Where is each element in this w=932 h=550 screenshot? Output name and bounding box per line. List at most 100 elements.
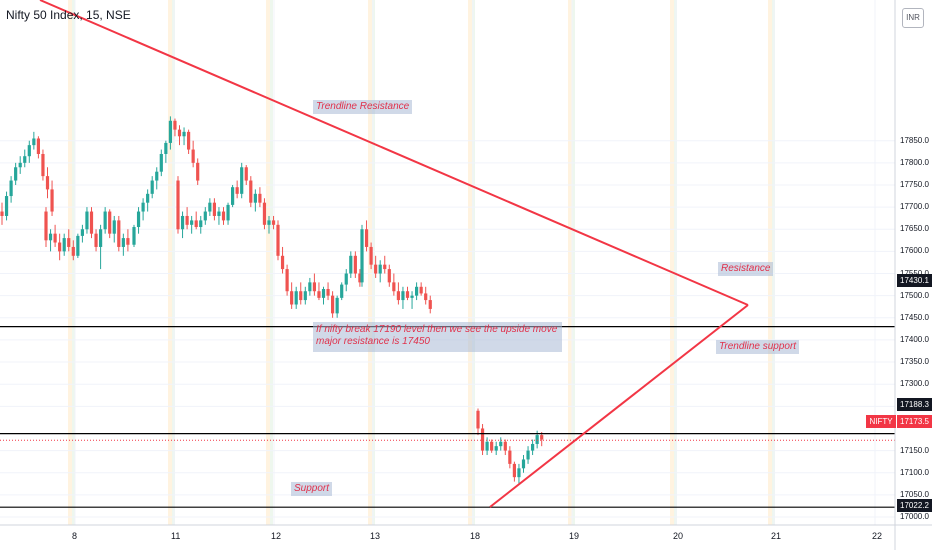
candle-body	[103, 211, 107, 230]
chart-title: Nifty 50 Index, 15, NSE	[6, 8, 131, 22]
candle-body	[531, 443, 535, 451]
candle-body	[9, 180, 13, 197]
candle-body	[4, 196, 9, 216]
candle-body	[503, 441, 507, 451]
candle-body	[177, 129, 182, 137]
candle-body	[41, 153, 45, 177]
candle-body	[508, 450, 512, 464]
candle-body	[271, 220, 276, 225]
candle-body	[89, 211, 94, 234]
candle-body	[58, 242, 62, 252]
candle-body	[476, 410, 480, 429]
session-band	[72, 0, 75, 525]
annotation-note-line-2: major resistance is 17450	[316, 336, 430, 347]
candle-body	[517, 468, 521, 478]
candle-body	[419, 286, 423, 294]
candle-body	[71, 246, 75, 256]
candle-body	[0, 211, 4, 216]
candle-body	[221, 211, 226, 221]
candle-body	[226, 204, 230, 221]
candle-body	[182, 131, 186, 137]
candle-body	[396, 291, 400, 301]
symbol-label: NIFTY	[866, 415, 896, 428]
candle-body	[369, 246, 373, 265]
candle-body	[299, 291, 303, 301]
y-tick-label: 17400.0	[900, 334, 929, 344]
x-tick-label: 22	[872, 531, 883, 541]
candle-body	[410, 295, 414, 298]
session-band	[168, 0, 172, 525]
price-label-support: 17022.2	[897, 499, 932, 512]
session-band	[468, 0, 472, 525]
candle-body	[387, 269, 391, 283]
price-label-resistance: 17430.1	[897, 274, 932, 287]
candle-body	[159, 153, 163, 172]
candle-body	[521, 459, 526, 469]
candle-body	[126, 238, 130, 245]
candle-body	[191, 149, 195, 163]
candle-body	[364, 229, 369, 247]
candle-body	[85, 211, 89, 230]
trendline-support	[489, 304, 749, 508]
annotation-trendline-support: Trendline support	[716, 340, 800, 354]
candle-body	[340, 284, 344, 298]
currency-button[interactable]: INR	[902, 8, 924, 28]
session-band	[270, 0, 273, 525]
candle-body	[36, 138, 40, 154]
candle-body	[235, 187, 239, 194]
candle-body	[76, 235, 80, 256]
x-tick-label: 19	[569, 531, 580, 541]
candle-body	[326, 289, 330, 296]
y-tick-label: 17850.0	[900, 135, 929, 145]
candle-body	[383, 264, 387, 270]
session-band	[670, 0, 674, 525]
candle-body	[203, 211, 207, 221]
session-band	[568, 0, 572, 525]
candle-body	[285, 269, 289, 292]
candle-body	[168, 120, 172, 143]
y-tick-label: 17600.0	[900, 246, 929, 256]
candle-body	[392, 282, 396, 292]
candle-body	[494, 446, 498, 451]
candle-body	[190, 220, 194, 225]
candle-body	[194, 220, 198, 228]
candle-body	[173, 120, 177, 130]
x-tick-label: 11	[171, 531, 181, 541]
candle-body	[155, 171, 159, 181]
y-tick-label: 17000.0	[900, 512, 929, 521]
candle-body	[53, 233, 57, 243]
candle-body	[196, 162, 200, 181]
candle-body	[535, 435, 539, 444]
x-tick-label: 18	[470, 531, 481, 541]
candle-body	[18, 162, 22, 168]
candle-body	[164, 142, 168, 154]
candle-body	[150, 180, 154, 194]
candle-body	[258, 193, 262, 203]
candle-body	[244, 167, 248, 181]
candle-body	[353, 255, 357, 274]
candle-body	[136, 211, 141, 228]
annotation-support: Support	[291, 482, 333, 496]
candle-body	[212, 202, 216, 216]
candle-body	[276, 224, 280, 256]
candle-body	[378, 264, 382, 274]
candle-body	[485, 441, 489, 451]
candle-body	[146, 193, 150, 203]
candle-body	[99, 229, 103, 247]
candle-body	[14, 167, 18, 181]
session-band	[572, 0, 575, 525]
candle-body	[428, 300, 432, 309]
y-tick-label: 17300.0	[900, 379, 929, 389]
x-tick-label: 8	[72, 531, 78, 541]
candle-body	[405, 291, 410, 298]
candle-body	[132, 227, 136, 245]
candle-body	[32, 138, 36, 146]
candle-body	[267, 220, 271, 225]
trendlines	[39, 0, 749, 508]
candle-body	[199, 220, 203, 228]
candle-body	[253, 193, 257, 203]
candle-body	[117, 220, 121, 247]
